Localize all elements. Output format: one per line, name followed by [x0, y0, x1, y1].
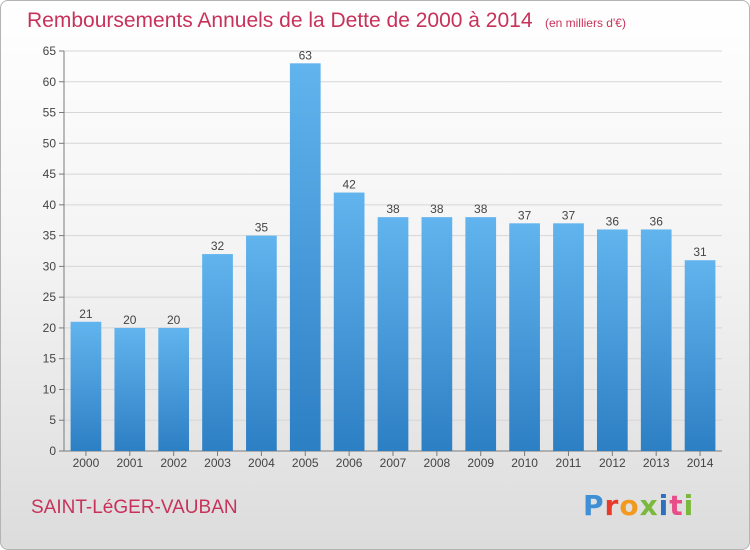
- bar-value-label: 42: [342, 178, 356, 192]
- y-tick-label: 0: [49, 444, 56, 458]
- chart-unit-note: (en milliers d'€): [544, 16, 626, 30]
- x-tick-label: 2001: [116, 456, 143, 470]
- x-tick-label: 2012: [599, 456, 626, 470]
- x-tick-label: 2006: [336, 456, 363, 470]
- axes: 0 5 10 15 20 25 30 35 40 45 50 55 60 65 2000 2001 2002 20…: [43, 44, 722, 470]
- bar-value-label: 38: [474, 202, 488, 216]
- bar-value-label: 37: [518, 208, 532, 222]
- bar: [684, 260, 716, 451]
- y-tick-label: 45: [43, 167, 57, 181]
- x-tick-label: 2008: [424, 456, 451, 470]
- y-tick-label: 40: [43, 198, 57, 212]
- bar-value-label: 38: [386, 202, 400, 216]
- x-tick-label: 2004: [248, 456, 275, 470]
- y-tick-label: 50: [43, 136, 57, 150]
- y-tick-label: 20: [43, 321, 57, 335]
- data-labels: 21 20 20 32 35 63 42 38 38 38 37 37 36 36 31: [79, 48, 707, 327]
- y-tick-label: 25: [43, 290, 57, 304]
- bar: [640, 229, 672, 451]
- y-tick-label: 15: [43, 352, 57, 366]
- bar-value-label: 36: [606, 214, 620, 228]
- x-tick-label: 2013: [643, 456, 670, 470]
- bar-value-label: 21: [79, 307, 93, 321]
- bar: [202, 254, 233, 451]
- y-tick-label: 60: [43, 75, 57, 89]
- bar: [377, 217, 409, 451]
- bar-value-label: 20: [123, 313, 137, 327]
- x-tick-label: 2010: [511, 456, 538, 470]
- bar-value-label: 31: [693, 245, 707, 259]
- y-tick-label: 30: [43, 259, 57, 273]
- bar: [70, 321, 102, 451]
- bar-value-label: 35: [255, 221, 269, 235]
- bar: [289, 63, 321, 452]
- x-tick-label: 2011: [556, 456, 582, 470]
- bar: [465, 217, 497, 451]
- y-tick-label: 5: [49, 413, 56, 427]
- y-tick-label: 65: [43, 44, 57, 58]
- x-tick-label: 2002: [160, 456, 187, 470]
- bar-value-label: 37: [562, 208, 576, 222]
- bar: [421, 217, 453, 451]
- commune-name: SAINT-LéGER-VAUBAN: [31, 497, 238, 518]
- bars: [70, 63, 716, 452]
- proxiti-logo: Proxiti: [583, 489, 695, 522]
- bar-value-label: 36: [650, 214, 664, 228]
- bar: [246, 235, 277, 451]
- y-tick-label: 55: [43, 106, 57, 120]
- y-tick-label: 10: [43, 382, 57, 396]
- chart-title-row: Remboursements Annuels de la Dette de 20…: [27, 9, 626, 33]
- bar-value-label: 38: [430, 202, 444, 216]
- x-tick-label: 2003: [204, 456, 231, 470]
- bar-value-label: 32: [211, 239, 225, 253]
- bar: [596, 229, 628, 451]
- bar: [158, 327, 190, 451]
- bar: [333, 192, 365, 452]
- bar: [509, 223, 540, 451]
- chart-title: Remboursements Annuels de la Dette de 20…: [27, 9, 533, 32]
- bar-value-label: 20: [167, 313, 181, 327]
- x-tick-label: 2014: [687, 456, 714, 470]
- x-tick-label: 2005: [292, 456, 319, 470]
- x-tick-label: 2007: [380, 456, 407, 470]
- bar: [114, 327, 146, 451]
- bar: [553, 223, 584, 451]
- y-tick-label: 35: [43, 229, 57, 243]
- bar-value-label: 63: [299, 48, 313, 62]
- x-tick-label: 2009: [467, 456, 494, 470]
- x-tick-label: 2000: [73, 456, 100, 470]
